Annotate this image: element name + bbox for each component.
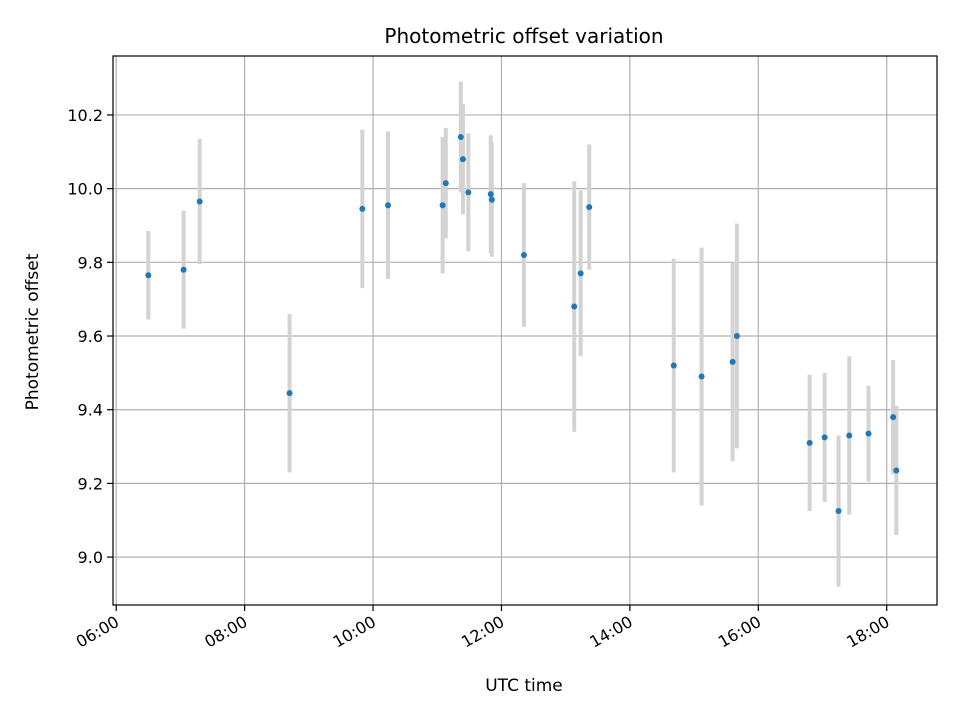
data-point: [459, 156, 466, 163]
data-point: [670, 362, 677, 369]
x-tick-label: 06:00: [73, 612, 122, 652]
y-tick-label: 9.4: [78, 401, 103, 420]
data-point: [698, 373, 705, 380]
data-point: [835, 508, 842, 515]
chart-title: Photometric offset variation: [384, 24, 663, 48]
y-tick-label: 9.0: [78, 548, 103, 567]
data-point: [846, 432, 853, 439]
data-point: [488, 196, 495, 203]
plot-frame: [112, 55, 938, 606]
data-point: [733, 333, 740, 340]
x-tick-label: 08:00: [201, 612, 250, 652]
x-tick-label: 18:00: [843, 612, 892, 652]
data-point: [729, 358, 736, 365]
data-point: [442, 180, 449, 187]
data-point: [821, 434, 828, 441]
data-point: [520, 251, 527, 258]
x-tick-label: 16:00: [715, 612, 764, 652]
x-axis-label: UTC time: [485, 676, 563, 696]
y-tick-label: 9.2: [78, 474, 103, 493]
data-point: [457, 134, 464, 141]
x-tick-label: 14:00: [586, 612, 635, 652]
data-point: [145, 272, 152, 279]
y-axis-label: Photometric offset: [23, 253, 43, 410]
data-point: [893, 467, 900, 474]
data-point: [439, 202, 446, 209]
data-point: [180, 266, 187, 273]
y-tick-label: 10.2: [67, 106, 103, 125]
x-tick-label: 12:00: [458, 612, 507, 652]
y-tick-label: 10.0: [67, 180, 103, 199]
data-point: [465, 189, 472, 196]
x-tick-label: 10:00: [330, 612, 379, 652]
data-points: [145, 134, 900, 515]
data-point: [196, 198, 203, 205]
data-point: [385, 202, 392, 209]
error-bars: [146, 81, 899, 587]
data-point: [890, 414, 897, 421]
data-point: [806, 439, 813, 446]
data-point: [577, 270, 584, 277]
data-point: [865, 430, 872, 437]
data-point: [359, 205, 366, 212]
y-tick-label: 9.6: [78, 327, 103, 346]
data-point: [286, 390, 293, 397]
grid: [113, 56, 937, 605]
data-point: [586, 204, 593, 211]
data-point: [571, 303, 578, 310]
y-tick-label: 9.8: [78, 253, 103, 272]
data-point: [487, 191, 494, 198]
